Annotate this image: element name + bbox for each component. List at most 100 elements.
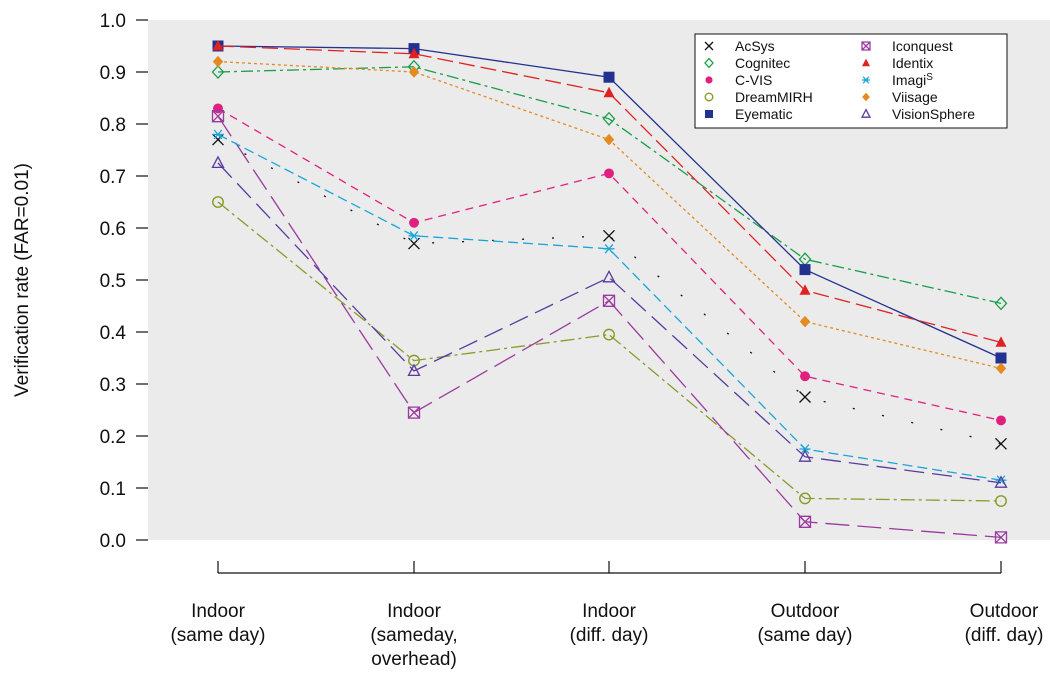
legend-label-acsys: AcSys	[735, 38, 775, 54]
data-point-cognitec	[994, 296, 1008, 311]
data-point-acsys	[603, 229, 615, 242]
y-tick-label: 1.0	[100, 11, 126, 32]
data-point-dreammirh	[799, 492, 811, 505]
legend-marker-identix	[862, 58, 870, 67]
series-dreammirh	[212, 196, 1007, 507]
x-category-label: (same day)	[170, 625, 265, 646]
y-tick-label: 0.0	[100, 531, 126, 552]
series-cognitec	[211, 59, 1008, 311]
series-line-identix	[217, 45, 1002, 344]
x-category-label: Outdoor	[771, 601, 840, 622]
x-category-label: Indoor	[191, 601, 246, 622]
x-axis: Indoor (same day) Indoor (sameday, overhead)…	[170, 561, 1043, 670]
legend-marker-iconquest	[861, 41, 871, 51]
legend-item-c-vis: C-VIS	[705, 72, 772, 88]
data-point-viisage	[603, 133, 615, 146]
legend-label-superscript: S	[926, 72, 933, 83]
legend-label-eyematic: Eyematic	[735, 106, 793, 122]
x-category-label: (same day)	[757, 625, 852, 646]
y-tick-label: 0.6	[100, 219, 126, 240]
legend-label-visionsphere: VisionSphere	[892, 106, 975, 122]
y-axis-label: Verification rate (FAR=0.01)	[12, 163, 33, 397]
data-point-identix	[995, 336, 1007, 347]
x-category-label: (diff. day)	[965, 625, 1044, 646]
y-tick-label: 0.4	[100, 323, 127, 344]
data-point-c-vis	[996, 415, 1006, 426]
data-point-dreammirh	[995, 495, 1007, 507]
legend-item-cognitec: Cognitec	[704, 55, 790, 71]
data-point-c-vis	[800, 371, 810, 382]
data-point-visionsphere	[211, 155, 225, 169]
data-point-viisage	[799, 315, 811, 328]
data-point-iconquest	[407, 406, 421, 419]
legend-label-c-vis: C-VIS	[735, 72, 772, 88]
data-point-identix	[212, 39, 224, 51]
data-point-visionsphere	[994, 475, 1008, 488]
data-point-imagi	[799, 444, 811, 454]
legend-label-viisage: Viisage	[892, 89, 938, 105]
y-tick-label: 0.8	[100, 115, 126, 136]
data-point-iconquest	[602, 294, 616, 307]
x-category-label: Indoor	[387, 601, 442, 622]
data-point-identix	[603, 86, 615, 98]
x-category-label: Indoor	[582, 601, 637, 622]
data-point-iconquest	[994, 531, 1008, 544]
series-layer	[211, 39, 1008, 544]
data-point-cognitec	[602, 111, 616, 126]
x-category-label: (diff. day)	[570, 625, 649, 646]
y-axis: 1.0 0.9 0.8 0.7 0.6 0.5 0.4 0.3 0.2 0.1 0.0	[100, 11, 148, 552]
legend-item-eyematic: Eyematic	[705, 106, 793, 122]
legend-marker-cognitec	[704, 57, 714, 69]
legend-item-imagi: ImagiS	[862, 72, 933, 89]
data-point-acsys	[799, 391, 811, 403]
data-point-eyematic	[603, 71, 615, 83]
legend-item-visionsphere: VisionSphere	[860, 106, 975, 122]
legend-box	[694, 33, 1008, 129]
legend-item-acsys: AcSys	[704, 38, 775, 54]
series-line-c-vis	[217, 107, 1002, 422]
legend-marker-acsys	[704, 41, 714, 51]
legend-item-identix: Identix	[862, 55, 933, 71]
legend-item-iconquest: Iconquest	[861, 38, 953, 54]
data-point-c-vis	[604, 168, 614, 179]
data-point-imagi	[603, 243, 615, 254]
series-visionsphere	[211, 155, 1008, 488]
data-point-dreammirh	[603, 328, 615, 341]
data-point-iconquest	[798, 515, 812, 528]
data-point-identix	[799, 284, 811, 295]
legend-item-dreammirh: DreamMIRH	[704, 89, 813, 105]
data-point-viisage	[995, 362, 1007, 375]
legend-marker-dreammirh	[704, 92, 714, 102]
y-tick-label: 0.7	[100, 167, 126, 188]
data-point-c-vis	[409, 217, 419, 228]
y-tick-label: 0.2	[100, 427, 126, 448]
series-imagi	[212, 129, 1007, 486]
data-point-imagi	[408, 230, 420, 241]
legend-label-imagi: ImagiS	[892, 72, 933, 89]
data-point-acsys	[995, 437, 1007, 450]
y-tick-label: 0.1	[100, 479, 126, 500]
data-point-viisage	[408, 66, 420, 78]
x-category-label: overhead)	[371, 649, 457, 670]
series-line-cognitec	[217, 66, 1002, 305]
legend-label-cognitec: Cognitec	[735, 55, 790, 71]
x-category-label: Outdoor	[970, 601, 1039, 622]
data-point-iconquest	[211, 110, 225, 123]
data-point-eyematic	[995, 352, 1007, 364]
data-point-imagi	[212, 129, 224, 140]
legend-marker-eyematic	[705, 110, 713, 118]
legend-item-viisage: Viisage	[862, 89, 938, 105]
series-viisage	[212, 55, 1007, 375]
data-point-visionsphere	[798, 449, 812, 462]
legend-label-dreammirh: DreamMIRH	[735, 89, 813, 105]
y-tick-label: 0.5	[100, 271, 126, 292]
data-point-identix	[408, 47, 420, 59]
legend-marker-imagi	[862, 76, 870, 84]
x-category-label: (sameday,	[370, 625, 457, 646]
data-point-imagi	[995, 475, 1007, 486]
series-identix	[212, 39, 1007, 347]
data-point-eyematic	[799, 264, 811, 276]
y-tick-label: 0.3	[100, 375, 126, 396]
